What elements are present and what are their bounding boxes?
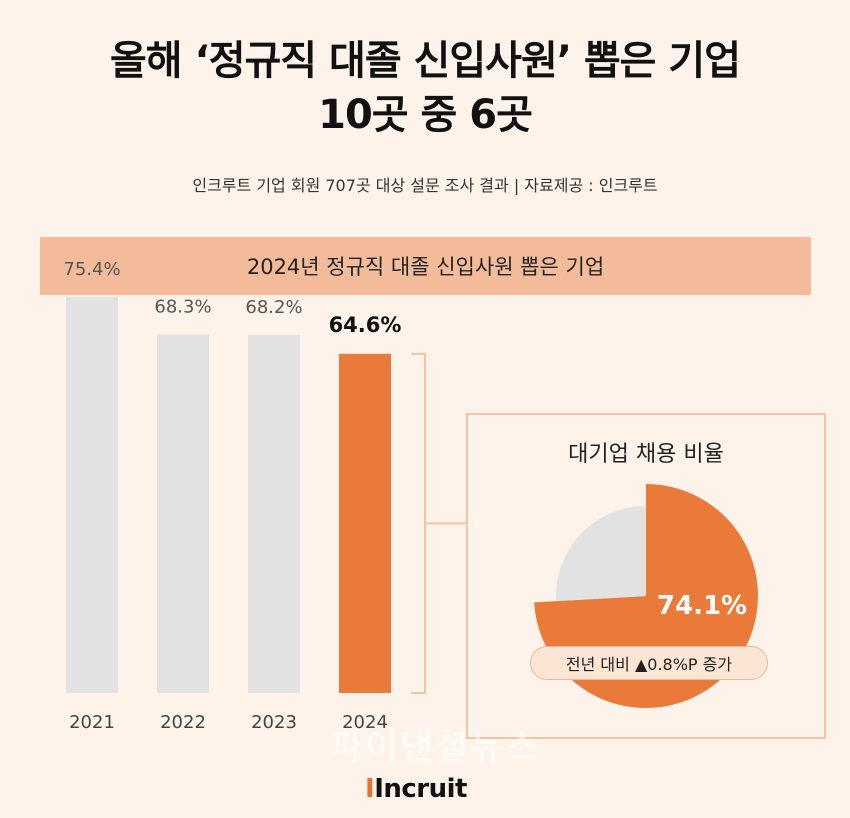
bar-value-label: 75.4% [63,259,120,280]
bar-2023 [248,334,300,693]
chart-banner: 2024년 정규직 대졸 신입사원 뽑은 기업 [40,237,811,295]
bar-2021 [66,297,118,693]
highlight-connector [411,352,466,694]
pie-value-label: 74.1% [657,591,747,621]
pie-panel [466,413,826,739]
logo-text: Incruit [374,774,467,804]
subtitle: 인크루트 기업 회원 707곳 대상 설문 조사 결과 | 자료제공 : 인크루… [192,176,658,195]
watermark: 파이낸셜뉴스 [330,727,541,768]
pie-note-badge: 전년 대비 ▲0.8%P 증가 [530,646,768,680]
category-label: 2022 [160,712,206,733]
logo-mark-icon: ⵏ [365,774,375,804]
bar-value-label: 64.6% [329,313,402,337]
bar-value-label: 68.3% [154,296,211,317]
category-label: 2021 [69,712,115,733]
banner-label: 2024년 정규직 대졸 신입사원 뽑은 기업 [246,255,605,279]
bar-2022 [157,334,209,693]
pie-note: 전년 대비 ▲0.8%P 증가 [565,655,733,674]
category-label: 2024 [342,712,388,733]
category-label: 2023 [251,712,297,733]
bar-value-label: 68.2% [245,297,302,318]
pie-slice-1 [556,506,646,602]
page-title: 올해 ‘정규직 대졸 신입사원’ 뽑은 기업 10곳 중 6곳 [0,34,850,142]
incruit-logo: ⵏIncruit [365,774,467,804]
title-line-2: 10곳 중 6곳 [318,92,533,138]
bar-2024 [339,353,391,693]
pie-title: 대기업 채용 비율 [568,442,724,467]
title-line-1: 올해 ‘정규직 대졸 신입사원’ 뽑은 기업 [109,38,741,84]
